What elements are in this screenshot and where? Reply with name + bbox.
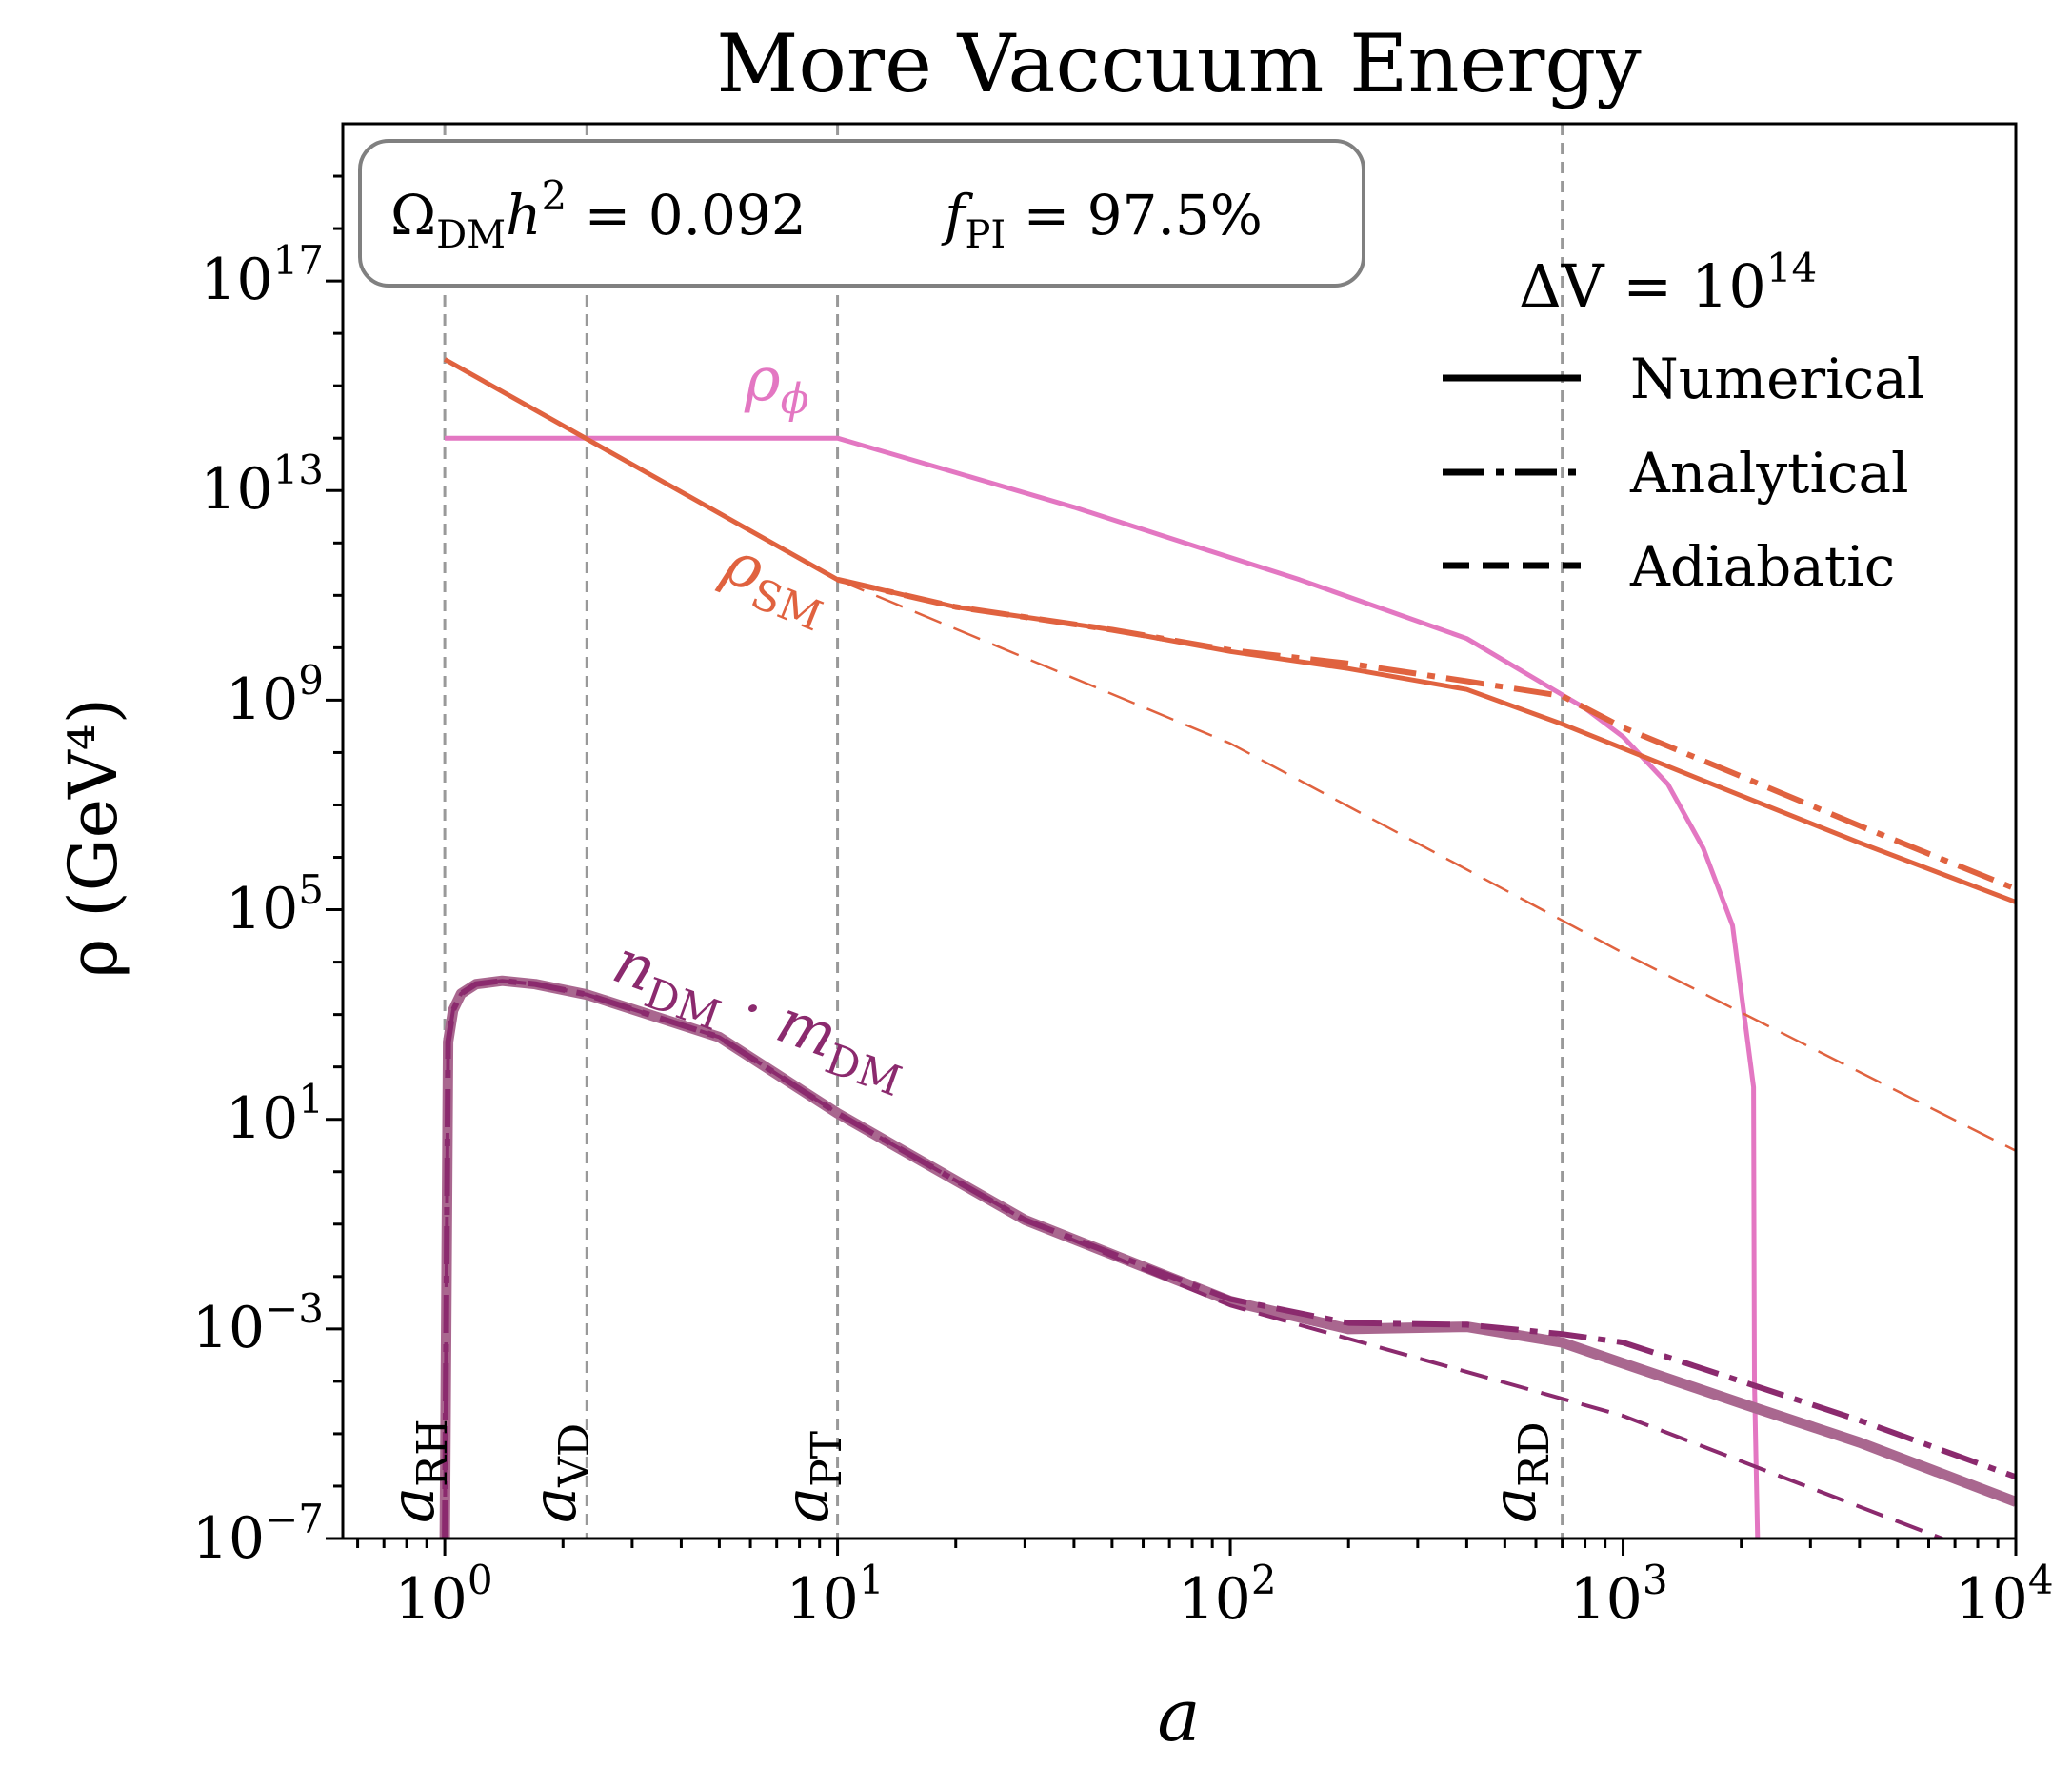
vline-label-rh: aRH (378, 1419, 457, 1523)
info-box-fraction-text: fPI = 97.5% (941, 183, 1263, 257)
axis-ticks (326, 174, 2018, 1556)
x-axis-label: a (1157, 1673, 1200, 1757)
y-tick-label: 10−3 (192, 1285, 324, 1361)
vline-label-vd: aVD (520, 1423, 599, 1523)
vline-label-pt: aPT (772, 1431, 851, 1523)
vline-label-rd: aRD (1480, 1421, 1559, 1523)
x-tick-label: 104 (1955, 1557, 2053, 1633)
y-tick-label: 1013 (200, 447, 324, 523)
info-box-frame (358, 139, 1365, 288)
x-tick-label: 102 (1178, 1557, 1276, 1633)
info-box: ΩDMh2 = 0.092 fPI = 97.5% (358, 139, 1365, 288)
y-tick-label: 105 (226, 866, 324, 943)
x-tick-labels: 100 101 102 103 104 (394, 1557, 2053, 1633)
rho-phi-solid-line (445, 435, 1761, 1539)
y-axis-label: ρ (GeV⁴) (54, 698, 132, 978)
rho-sm-dashed-line (837, 578, 2016, 1152)
x-tick-label: 100 (394, 1557, 492, 1633)
series-layer (439, 357, 2016, 1539)
y-tick-label: 1017 (200, 237, 324, 313)
dm-density-dashdot-line (442, 978, 2016, 1539)
legend-label: Analytical (1629, 441, 1909, 506)
dm-density-dashed-line (443, 979, 1943, 1539)
rho-phi-label: ρϕ (744, 345, 809, 424)
y-tick-labels: 10−7 10−3 101 105 109 1013 1017 (192, 237, 324, 1572)
info-box-text: ΩDMh2 = 0.092 (390, 172, 807, 257)
chart-title: More Vaccuum Energy (716, 17, 1642, 110)
dm-density-label: nDM · mDM (601, 926, 917, 1106)
legend-entry-adiabatic: Adiabatic (1443, 534, 1895, 599)
legend: ΔV = 1014 Numerical Analytical Adiabatic (1443, 245, 1924, 599)
x-tick-label: 103 (1569, 1557, 1667, 1633)
legend-title: ΔV = 1014 (1519, 245, 1817, 321)
legend-label: Numerical (1630, 347, 1924, 411)
legend-entry-numerical: Numerical (1443, 347, 1924, 411)
dm-density-solid-line (439, 975, 2016, 1539)
x-tick-label: 101 (786, 1557, 884, 1633)
rho-sm-dashdot-line (836, 576, 2016, 892)
y-tick-label: 109 (226, 657, 324, 733)
plot-frame (341, 122, 2018, 1540)
y-tick-label: 101 (226, 1076, 324, 1152)
y-tick-label: 10−7 (192, 1496, 324, 1572)
legend-label: Adiabatic (1629, 534, 1895, 599)
legend-entry-analytical: Analytical (1443, 441, 1909, 506)
